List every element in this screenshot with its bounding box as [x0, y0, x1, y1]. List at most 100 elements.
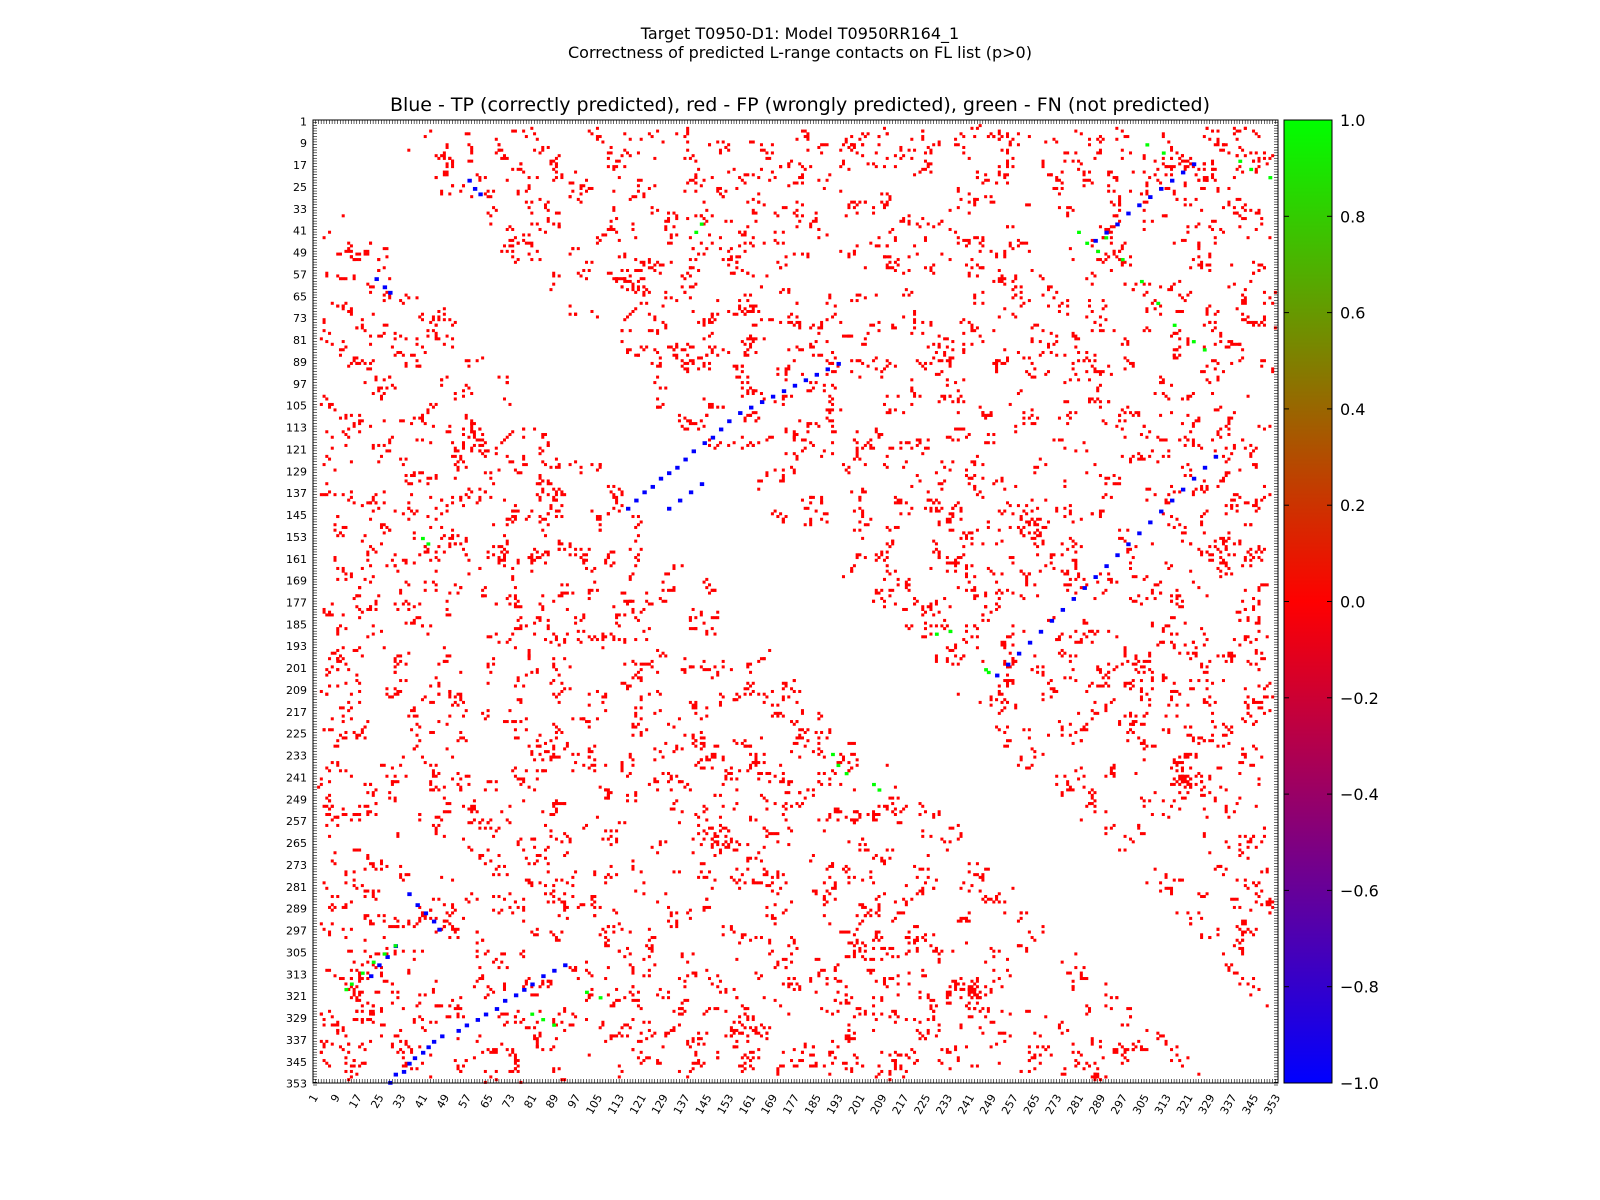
fp-contact-cell: [923, 151, 927, 155]
fp-contact-cell: [956, 692, 960, 696]
fp-contact-cell: [828, 400, 832, 404]
fp-contact-cell: [399, 1028, 403, 1032]
fp-contact-cell: [954, 987, 958, 991]
fp-contact-cell: [527, 1026, 531, 1030]
fp-contact-cell: [798, 728, 802, 732]
fp-contact-cell: [1167, 493, 1171, 497]
fp-contact-cell: [852, 1015, 856, 1019]
fp-contact-cell: [410, 493, 414, 497]
fp-contact-cell: [855, 299, 859, 303]
fp-contact-cell: [691, 345, 695, 349]
fp-contact-cell: [601, 635, 605, 639]
fp-contact-cell: [1006, 679, 1010, 683]
fp-contact-cell: [1101, 419, 1105, 423]
fp-contact-cell: [1254, 501, 1258, 505]
fp-contact-cell: [828, 813, 832, 817]
fp-contact-cell: [319, 402, 323, 406]
fp-contact-cell: [552, 900, 556, 904]
fp-contact-cell: [984, 960, 988, 964]
fp-contact-cell: [1249, 714, 1253, 718]
fp-contact-cell: [522, 427, 526, 431]
fp-contact-cell: [959, 509, 963, 513]
fp-contact-cell: [1260, 651, 1264, 655]
fp-contact-cell: [1208, 739, 1212, 743]
fp-contact-cell: [721, 258, 725, 262]
fp-contact-cell: [448, 692, 452, 696]
fp-contact-cell: [929, 320, 933, 324]
fp-contact-cell: [341, 430, 345, 434]
fp-contact-cell: [377, 506, 381, 510]
fp-contact-cell: [541, 528, 545, 532]
fp-contact-cell: [393, 331, 397, 335]
fp-contact-cell: [642, 293, 646, 297]
fp-contact-cell: [749, 766, 753, 770]
fp-contact-cell: [1142, 577, 1146, 581]
fp-contact-cell: [631, 222, 635, 226]
fp-contact-cell: [1109, 170, 1113, 174]
fp-contact-cell: [787, 944, 791, 948]
fp-contact-cell: [1022, 509, 1026, 513]
fp-contact-cell: [546, 985, 550, 989]
fp-contact-cell: [1112, 771, 1116, 775]
fp-contact-cell: [697, 252, 701, 256]
fp-contact-cell: [355, 326, 359, 330]
fp-contact-cell: [746, 859, 750, 863]
fp-contact-cell: [344, 1056, 348, 1060]
fp-contact-cell: [1006, 673, 1010, 677]
fp-contact-cell: [374, 602, 378, 606]
fp-contact-cell: [1164, 438, 1168, 442]
fp-contact-cell: [322, 236, 326, 240]
fp-contact-cell: [727, 845, 731, 849]
fp-contact-cell: [1205, 638, 1209, 642]
fp-contact-cell: [459, 736, 463, 740]
fp-contact-cell: [1057, 438, 1061, 442]
fp-contact-cell: [831, 441, 835, 445]
fp-contact-cell: [434, 506, 438, 510]
fp-contact-cell: [1211, 553, 1215, 557]
fp-contact-cell: [319, 689, 323, 693]
fp-contact-cell: [754, 323, 758, 327]
fp-contact-cell: [806, 422, 810, 426]
fp-contact-cell: [475, 897, 479, 901]
fp-contact-cell: [565, 916, 569, 920]
fp-contact-cell: [508, 1053, 512, 1057]
fp-contact-cell: [724, 990, 728, 994]
fp-contact-cell: [502, 720, 506, 724]
fp-contact-cell: [754, 881, 758, 885]
fp-contact-cell: [379, 1034, 383, 1038]
fp-contact-cell: [451, 162, 455, 166]
fp-contact-cell: [388, 441, 392, 445]
fp-contact-cell: [921, 867, 925, 871]
fp-contact-cell: [497, 966, 501, 970]
fp-contact-cell: [396, 692, 400, 696]
fp-contact-cell: [369, 955, 373, 959]
fp-contact-cell: [1041, 665, 1045, 669]
fp-contact-cell: [902, 154, 906, 158]
fp-contact-cell: [382, 523, 386, 527]
fp-contact-cell: [1093, 274, 1097, 278]
fp-contact-cell: [1139, 698, 1143, 702]
fp-contact-cell: [995, 252, 999, 256]
fp-contact-cell: [420, 1061, 424, 1065]
fp-contact-cell: [634, 998, 638, 1002]
fp-contact-cell: [844, 140, 848, 144]
fp-contact-cell: [609, 1004, 613, 1008]
fp-contact-cell: [549, 465, 553, 469]
fp-contact-cell: [1254, 504, 1258, 508]
fp-contact-cell: [1268, 897, 1272, 901]
fp-contact-cell: [626, 351, 630, 355]
fp-contact-cell: [483, 454, 487, 458]
fp-contact-cell: [811, 495, 815, 499]
fp-contact-cell: [943, 465, 947, 469]
fp-contact-cell: [371, 495, 375, 499]
fp-contact-cell: [956, 1059, 960, 1063]
fp-contact-cell: [579, 184, 583, 188]
fp-contact-cell: [841, 575, 845, 579]
fp-contact-cell: [697, 1061, 701, 1065]
fp-contact-cell: [1019, 1069, 1023, 1073]
fp-contact-cell: [773, 711, 777, 715]
fp-contact-cell: [453, 392, 457, 396]
fp-contact-cell: [1243, 884, 1247, 888]
fp-contact-cell: [716, 840, 720, 844]
fp-contact-cell: [601, 695, 605, 699]
